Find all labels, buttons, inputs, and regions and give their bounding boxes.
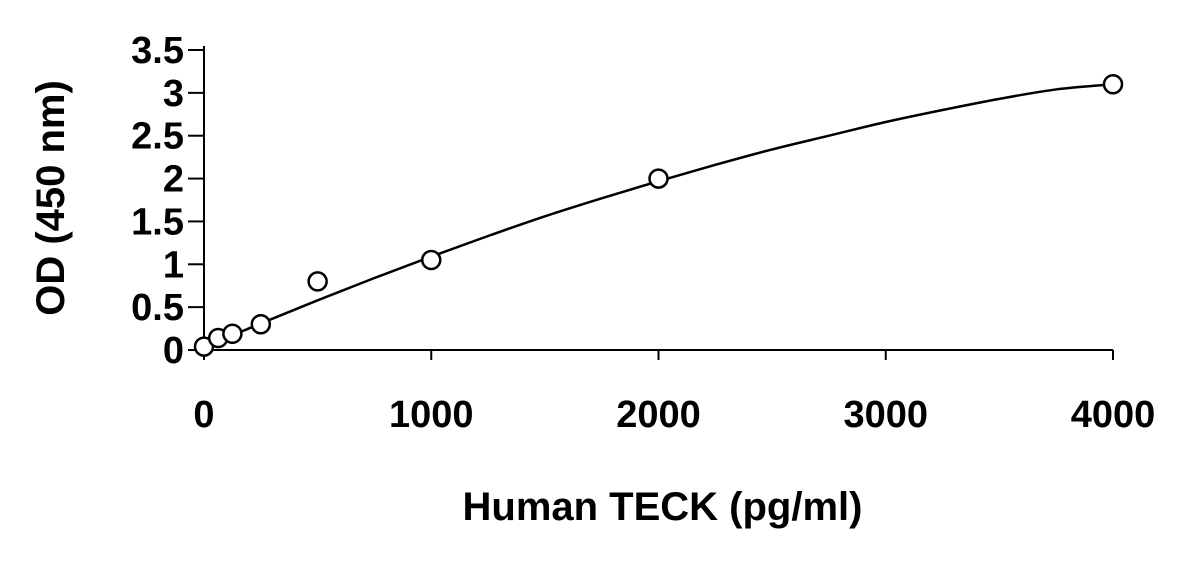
x-tick-label: 3000 xyxy=(843,394,928,436)
data-point xyxy=(250,314,272,335)
x-tick-label: 4000 xyxy=(1071,394,1156,436)
x-tick-label: 2000 xyxy=(616,394,701,436)
fit-curve xyxy=(203,83,1114,349)
y-tick-label: 2 xyxy=(163,159,184,201)
data-point xyxy=(222,323,243,344)
y-tick-label: 0.5 xyxy=(131,287,184,329)
data-point xyxy=(1102,74,1124,95)
y-tick-label: 1.5 xyxy=(131,201,184,243)
y-tick-label: 1 xyxy=(163,244,184,286)
y-tick-label: 2.5 xyxy=(131,116,184,158)
y-tick-label: 3 xyxy=(163,73,184,115)
y-ticks: 00.511.522.533.5 xyxy=(131,30,204,372)
x-tick-label: 1000 xyxy=(389,394,474,436)
y-tick-label: 3.5 xyxy=(131,30,184,72)
data-points xyxy=(193,74,1124,357)
data-point xyxy=(648,168,669,189)
data-point xyxy=(421,249,442,271)
x-tick-label: 0 xyxy=(193,394,214,436)
x-axis-title: Human TECK (pg/ml) xyxy=(463,485,863,529)
x-ticks: 0 1000 2000 3000 4000 xyxy=(193,350,1155,436)
data-point xyxy=(307,271,328,292)
y-tick-label: 0 xyxy=(163,330,184,372)
y-axis-title: OD (450 nm) xyxy=(29,80,73,316)
axes xyxy=(203,46,1113,351)
